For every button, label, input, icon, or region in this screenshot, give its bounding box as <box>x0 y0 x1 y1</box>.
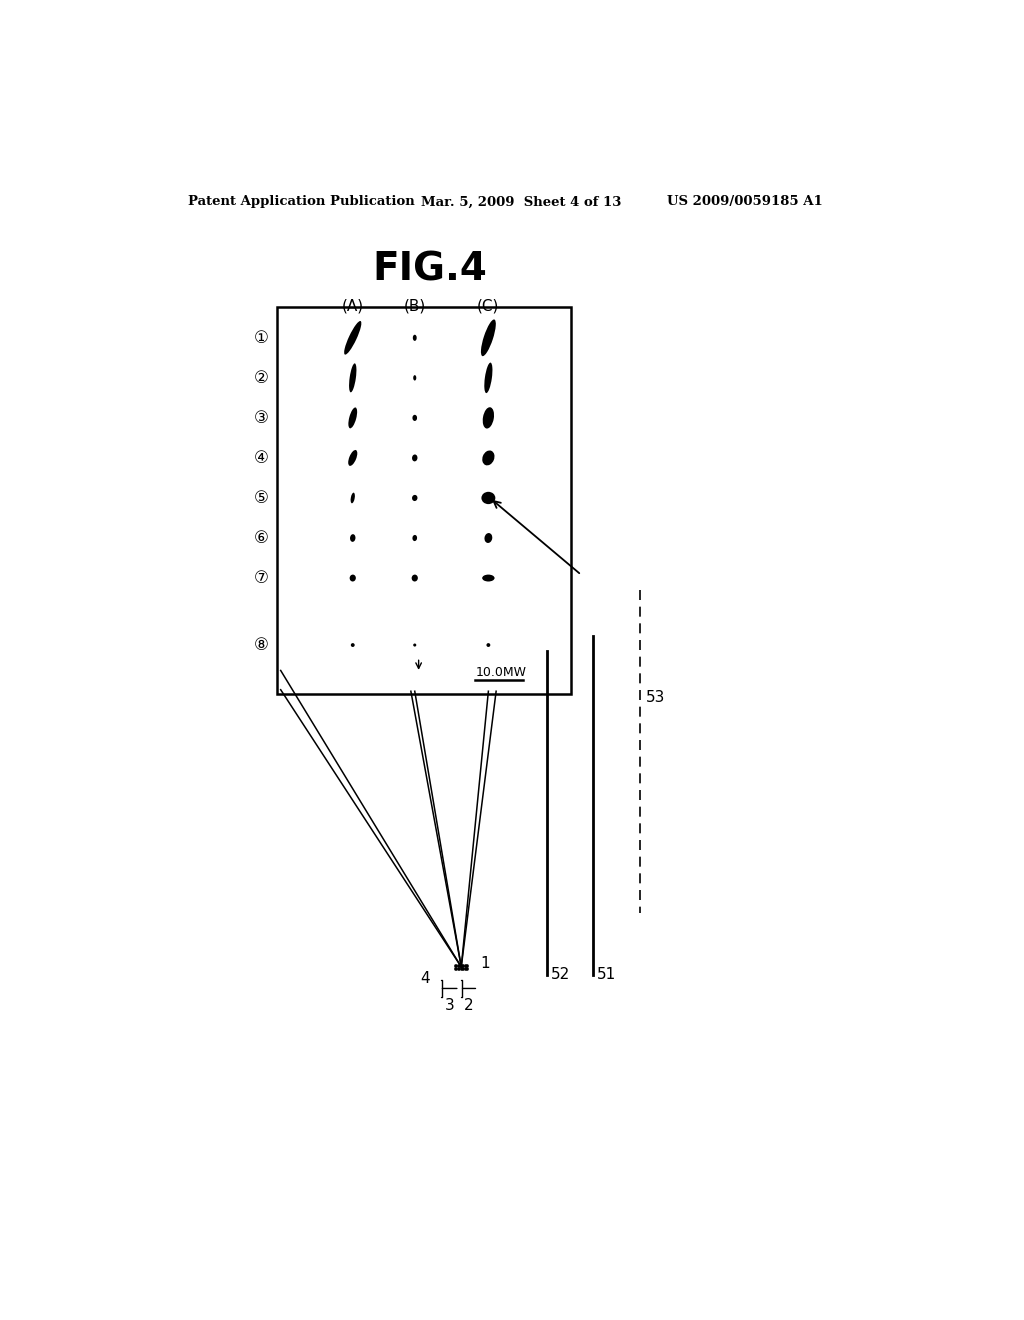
Text: 4: 4 <box>421 972 430 986</box>
Text: 51: 51 <box>597 966 616 982</box>
Ellipse shape <box>349 574 356 582</box>
Text: ⑧: ⑧ <box>254 636 269 653</box>
Ellipse shape <box>482 574 495 582</box>
Ellipse shape <box>412 454 418 462</box>
Ellipse shape <box>350 492 355 503</box>
Text: 53: 53 <box>646 690 665 705</box>
Text: (A): (A) <box>342 298 364 314</box>
Ellipse shape <box>481 319 496 356</box>
Ellipse shape <box>412 574 418 582</box>
Ellipse shape <box>484 363 493 393</box>
Ellipse shape <box>348 408 357 429</box>
Ellipse shape <box>413 335 417 341</box>
Ellipse shape <box>482 408 494 429</box>
Text: 2: 2 <box>464 998 474 1012</box>
Ellipse shape <box>414 644 417 647</box>
Text: 10.0MW: 10.0MW <box>476 665 527 678</box>
Text: FIG.4: FIG.4 <box>373 251 487 289</box>
Ellipse shape <box>344 321 361 355</box>
Ellipse shape <box>351 643 354 647</box>
Text: ②: ② <box>254 368 269 387</box>
Text: US 2009/0059185 A1: US 2009/0059185 A1 <box>667 195 822 209</box>
Ellipse shape <box>482 450 495 466</box>
Text: (C): (C) <box>477 298 500 314</box>
Ellipse shape <box>484 533 493 543</box>
Text: ③: ③ <box>254 409 269 426</box>
Text: ⑤: ⑤ <box>254 488 269 507</box>
Ellipse shape <box>348 450 357 466</box>
Ellipse shape <box>349 363 356 392</box>
Text: ⑥: ⑥ <box>254 529 269 546</box>
Text: ④: ④ <box>254 449 269 467</box>
Bar <box>276 308 571 693</box>
Text: 1: 1 <box>480 956 490 970</box>
Ellipse shape <box>414 375 417 380</box>
Text: 52: 52 <box>550 966 569 982</box>
Text: (B): (B) <box>403 298 426 314</box>
Text: ①: ① <box>254 329 269 347</box>
Text: ⑦: ⑦ <box>254 569 269 587</box>
Ellipse shape <box>412 495 418 502</box>
Ellipse shape <box>350 535 355 541</box>
Text: Mar. 5, 2009  Sheet 4 of 13: Mar. 5, 2009 Sheet 4 of 13 <box>421 195 622 209</box>
Ellipse shape <box>481 492 496 504</box>
Text: Patent Application Publication: Patent Application Publication <box>188 195 415 209</box>
Ellipse shape <box>486 643 490 647</box>
Text: 3: 3 <box>444 998 455 1012</box>
Ellipse shape <box>413 535 417 541</box>
Ellipse shape <box>413 414 417 421</box>
